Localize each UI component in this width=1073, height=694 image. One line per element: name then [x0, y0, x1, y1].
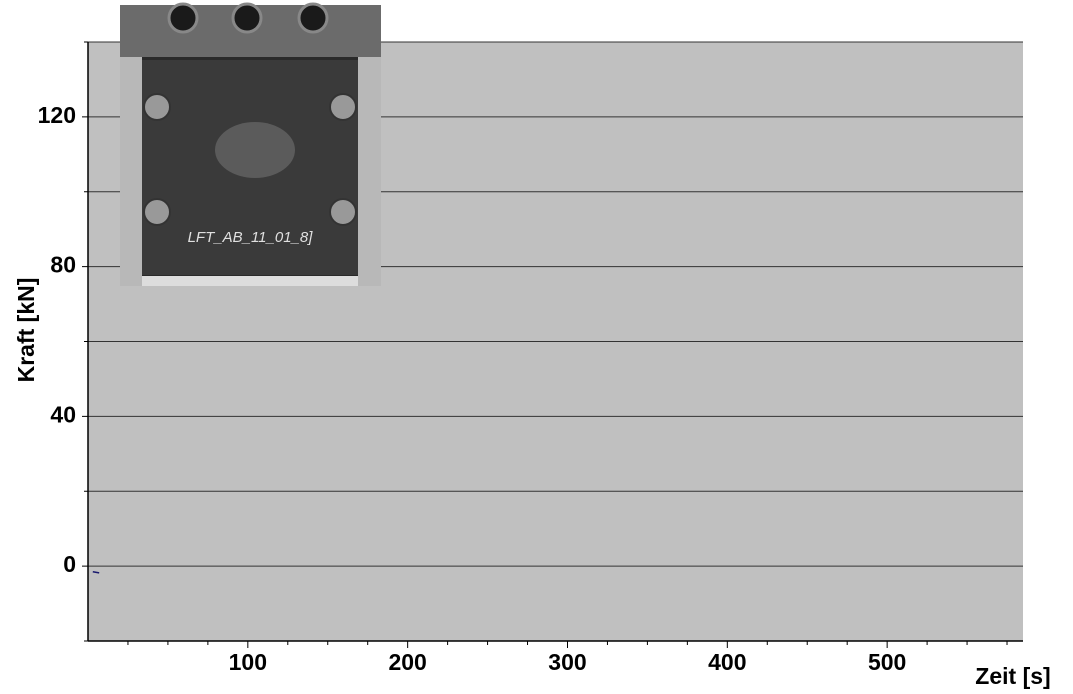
y-tick-label: 120: [38, 102, 76, 128]
photo-label: LFT_AB_11_01_8]: [188, 229, 314, 246]
inset-photo: LFT_AB_11_01_8]: [120, 2, 381, 286]
y-tick-label: 40: [50, 401, 76, 427]
photo-roller: [143, 93, 171, 121]
photo-damage: [215, 122, 295, 178]
photo-bolt: [231, 2, 263, 34]
x-tick-label: 300: [548, 649, 586, 675]
x-tick-label: 100: [229, 649, 267, 675]
photo-roller: [329, 198, 357, 226]
x-axis-label: Zeit [s]: [975, 663, 1050, 689]
x-tick-label: 200: [388, 649, 426, 675]
data-line: [92, 571, 100, 574]
y-tick-label: 80: [50, 252, 76, 278]
photo-bottom: [142, 276, 358, 286]
photo-right-rail: [358, 57, 381, 286]
photo-roller: [329, 93, 357, 121]
photo-bolt: [297, 2, 329, 34]
x-tick-label: 400: [708, 649, 746, 675]
photo-bolt: [167, 2, 199, 34]
y-tick-label: 0: [63, 551, 76, 577]
y-axis-label: Kraft [kN]: [13, 278, 39, 383]
x-tick-label: 500: [868, 649, 906, 675]
photo-roller: [143, 198, 171, 226]
photo-left-rail: [120, 57, 142, 286]
